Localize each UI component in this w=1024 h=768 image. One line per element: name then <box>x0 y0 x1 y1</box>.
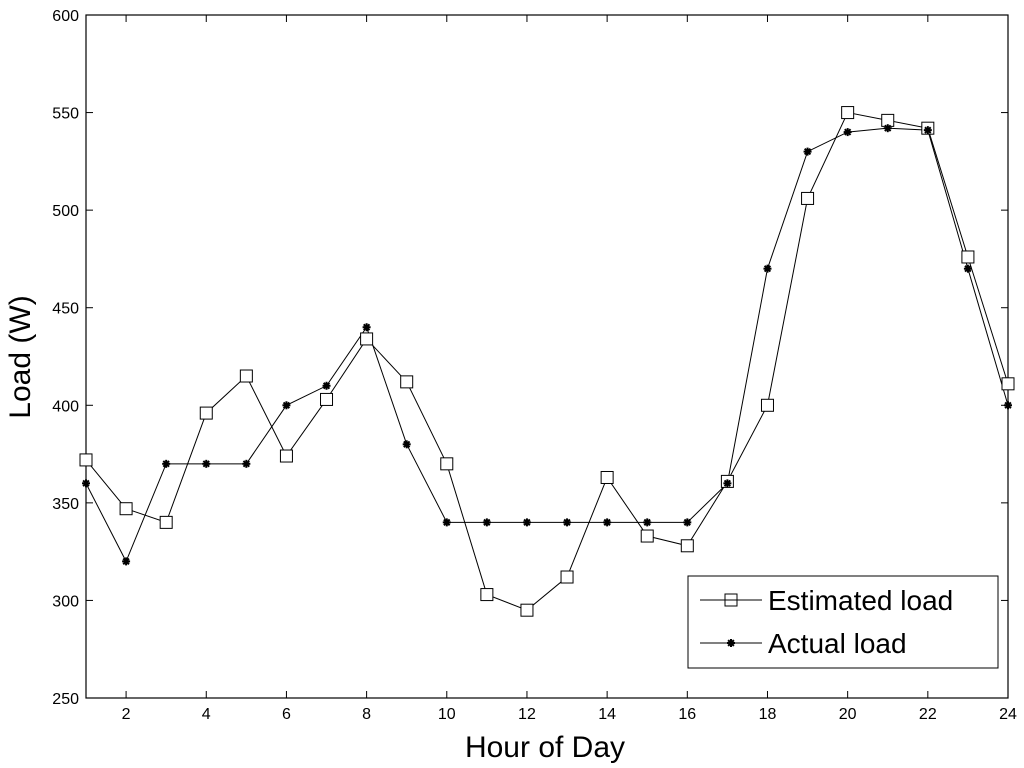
point-actual-load <box>843 128 852 137</box>
point-actual-load <box>683 518 692 527</box>
point-estimated-load <box>239 369 253 383</box>
series-line-estimated-load <box>85 112 1009 611</box>
point-actual-load <box>482 518 491 527</box>
point-actual-load <box>82 479 90 488</box>
point-actual-load <box>162 459 171 468</box>
point-actual-load <box>803 147 812 156</box>
y-tick-label: 250 <box>52 691 79 708</box>
x-tick-label: 14 <box>598 706 616 723</box>
y-tick-label: 600 <box>52 8 79 25</box>
point-actual-load <box>963 264 972 273</box>
x-tick-label: 24 <box>999 706 1017 723</box>
point-estimated-load <box>320 392 334 406</box>
y-axis-label: Load (W) <box>4 295 37 418</box>
legend-star-glyph <box>727 639 735 647</box>
x-tick-label: 18 <box>759 706 777 723</box>
point-actual-load <box>402 440 411 449</box>
point-actual-load <box>563 518 572 527</box>
point-actual-load <box>362 323 371 332</box>
y-tick-label: 500 <box>52 203 79 220</box>
point-actual-load <box>883 124 892 133</box>
legend: Estimated load Actual load <box>687 575 999 669</box>
point-actual-load <box>723 479 732 488</box>
point-actual-load <box>242 459 251 468</box>
point-estimated-load <box>961 250 975 264</box>
x-tick-label: 20 <box>839 706 857 723</box>
point-actual-load <box>643 518 652 527</box>
point-actual-load <box>202 459 211 468</box>
x-tick-label: 22 <box>919 706 937 723</box>
legend-label-actual: Actual load <box>768 628 907 659</box>
x-tick-label: 10 <box>438 706 456 723</box>
y-tick-label: 400 <box>52 398 79 415</box>
point-actual-load <box>763 264 772 273</box>
point-actual-load <box>322 381 331 390</box>
point-estimated-load <box>640 529 654 543</box>
series-line-actual-load <box>85 127 1009 563</box>
point-actual-load <box>282 401 291 410</box>
point-estimated-load <box>801 191 815 205</box>
point-estimated-load <box>199 406 213 420</box>
point-actual-load <box>1004 401 1012 410</box>
point-estimated-load <box>159 515 173 529</box>
legend-box <box>687 575 999 669</box>
point-estimated-load <box>560 570 574 584</box>
point-estimated-load <box>440 457 454 471</box>
point-actual-load <box>122 557 131 566</box>
point-actual-load <box>522 518 531 527</box>
point-estimated-load <box>279 449 293 463</box>
point-estimated-load <box>400 375 414 389</box>
legend-marker-estimated <box>724 593 738 607</box>
x-tick-label: 2 <box>122 706 131 723</box>
x-tick-label: 6 <box>282 706 291 723</box>
y-tick-label: 450 <box>52 301 79 318</box>
point-actual-load <box>442 518 451 527</box>
legend-marker-actual <box>727 639 735 647</box>
point-estimated-load <box>760 398 774 412</box>
point-estimated-load <box>841 106 855 120</box>
point-estimated-load <box>119 502 133 516</box>
x-tick-label: 16 <box>678 706 696 723</box>
point-actual-load <box>603 518 612 527</box>
point-estimated-load <box>480 588 494 602</box>
x-tick-label: 4 <box>202 706 211 723</box>
point-estimated-load <box>1001 377 1015 391</box>
point-estimated-load <box>520 603 534 617</box>
y-tick-label: 550 <box>52 106 79 123</box>
legend-label-estimated: Estimated load <box>768 585 953 616</box>
point-estimated-load <box>79 453 93 467</box>
point-actual-load <box>923 126 932 135</box>
x-tick-label: 8 <box>362 706 371 723</box>
x-axis-label: Hour of Day <box>465 731 625 764</box>
point-estimated-load <box>360 332 374 346</box>
point-estimated-load <box>600 470 614 484</box>
y-tick-label: 350 <box>52 496 79 513</box>
x-tick-label: 12 <box>518 706 536 723</box>
y-tick-label: 300 <box>52 593 79 610</box>
point-estimated-load <box>680 539 694 553</box>
